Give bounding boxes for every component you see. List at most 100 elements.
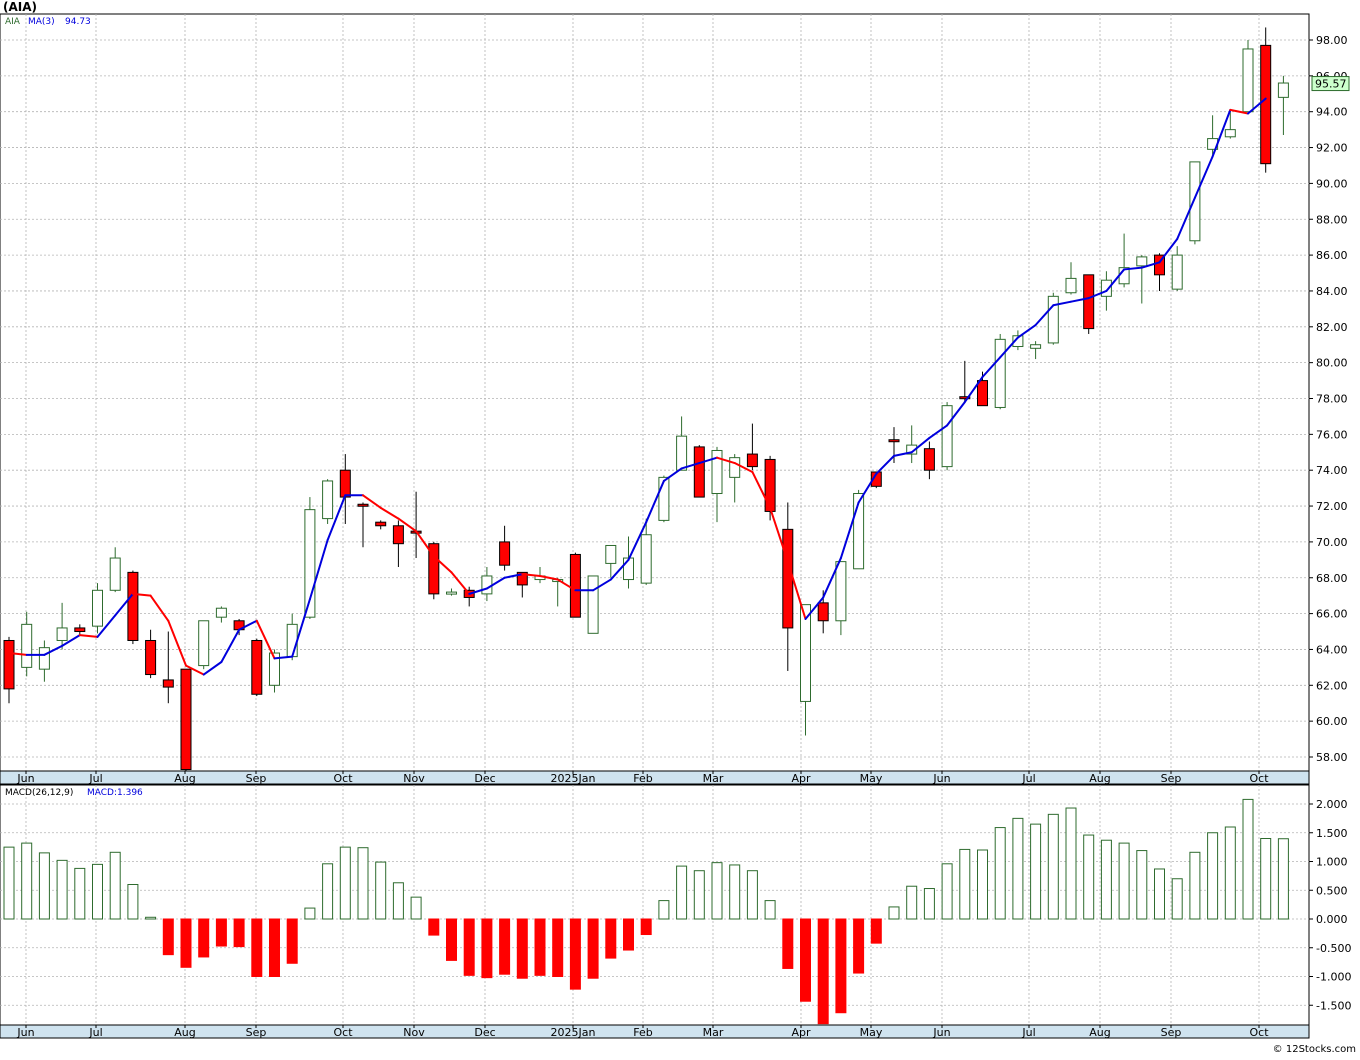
macd-legend-value: MACD:1.396 <box>87 788 143 798</box>
macd-y-tick-label: 2.000 <box>1316 798 1348 811</box>
candle-up <box>658 475 670 523</box>
macd-x-label: Apr <box>791 1026 811 1039</box>
price-x-label: Sep <box>1161 772 1182 785</box>
candle-up <box>800 604 811 736</box>
candle-down <box>3 636 15 704</box>
candle-down <box>746 423 758 471</box>
candle-body <box>1083 274 1095 330</box>
candle-body <box>658 476 670 521</box>
macd-bar-positive <box>1012 817 1024 920</box>
price-x-label: Aug <box>1089 772 1110 785</box>
macd-bar-positive <box>92 863 103 920</box>
price-y-tick-label: 60.00 <box>1316 715 1348 728</box>
ma-segment <box>910 436 931 454</box>
candle-body <box>853 493 865 570</box>
candle-up <box>56 602 68 650</box>
ma-segment <box>662 467 683 482</box>
candle-up <box>322 479 334 524</box>
price-x-label: Mar <box>703 772 724 785</box>
ma-segment <box>468 587 488 595</box>
macd-legend: MACD(26,12,9) MACD:1.396 <box>5 788 143 798</box>
price-legend: AIA MA(3) 94.73 <box>5 17 91 27</box>
candle-body <box>3 639 15 690</box>
ma-segment <box>131 592 152 597</box>
candle-body <box>782 528 794 629</box>
candle-down <box>1083 274 1095 334</box>
ma-segment <box>556 578 577 592</box>
macd-bar-negative <box>198 918 210 958</box>
candle-body <box>1012 335 1024 348</box>
ma-segment <box>893 451 913 457</box>
ma-segment <box>397 517 418 533</box>
candle-body <box>162 679 174 688</box>
candle-up <box>1224 109 1236 139</box>
ma-segment <box>255 619 276 660</box>
candle-body <box>906 444 918 455</box>
macd-bar-positive <box>410 896 422 920</box>
candle-body <box>587 575 599 634</box>
candle-body <box>835 561 847 622</box>
price-y-tick-label: 72.00 <box>1316 500 1348 513</box>
candle-up <box>38 640 50 682</box>
macd-x-label: Jun <box>16 1026 34 1039</box>
candle-down <box>428 541 440 600</box>
macd-bar-negative <box>552 918 564 977</box>
candle-body <box>941 405 953 468</box>
candle-up <box>1189 161 1201 245</box>
candle-down <box>339 454 351 524</box>
price-y-tick-label: 58.00 <box>1316 751 1348 764</box>
price-x-label: Jun <box>932 772 950 785</box>
ma-segment <box>362 494 382 509</box>
ma-segment <box>875 454 895 475</box>
ma-segment <box>1105 268 1126 292</box>
candle-body <box>446 591 457 595</box>
price-x-label: Nov <box>403 772 425 785</box>
macd-bar-positive <box>746 870 758 920</box>
ma-segment <box>1070 297 1090 303</box>
candle-up <box>92 583 103 634</box>
price-y-tick-label: 80.00 <box>1316 357 1348 370</box>
price-y-tick-label: 88.00 <box>1316 213 1348 226</box>
candle-body <box>1189 161 1201 242</box>
candle-down <box>357 502 369 548</box>
candle-body <box>304 509 316 618</box>
candle-up <box>853 489 865 570</box>
macd-x-label: Feb <box>633 1026 652 1039</box>
price-y-tick-label: 74.00 <box>1316 464 1348 477</box>
macd-y-tick-label: -1.500 <box>1316 999 1351 1012</box>
macd-x-label: Jul <box>1021 1026 1035 1039</box>
candle-body <box>339 469 351 498</box>
ma-segment <box>627 521 648 561</box>
candle-down <box>375 520 387 530</box>
macd-bar-positive <box>21 842 33 920</box>
macd-bar-negative <box>269 918 280 977</box>
macd-bar-positive <box>1118 842 1130 920</box>
ma-segment <box>273 655 294 660</box>
macd-bar-negative <box>516 918 528 979</box>
macd-bar-negative <box>870 918 882 944</box>
candle-body <box>817 602 829 622</box>
macd-bar-negative <box>640 918 652 936</box>
macd-bar-positive <box>56 859 68 920</box>
macd-y-tick-label: 1.500 <box>1316 827 1348 840</box>
price-x-label: Jul <box>1021 772 1035 785</box>
ma-segment <box>804 596 825 620</box>
candle-up <box>729 454 741 503</box>
candle-body <box>481 575 493 595</box>
candle-body <box>21 623 33 668</box>
ma-segment <box>503 573 524 579</box>
macd-bar-positive <box>729 864 741 920</box>
macd-bar-negative <box>605 918 617 959</box>
macd-bar-positive <box>711 862 723 920</box>
candle-up <box>1136 255 1148 304</box>
ma-segment <box>167 619 187 667</box>
macd-bar-positive <box>1207 832 1219 920</box>
ma-segment <box>1158 237 1179 264</box>
ma-line <box>8 97 1267 676</box>
ma-segment <box>114 592 134 617</box>
ma-segment <box>645 479 665 524</box>
candle-body <box>977 380 988 407</box>
price-y-tick-label: 82.00 <box>1316 321 1348 334</box>
macd-y-tick-label: 0.000 <box>1316 913 1348 926</box>
candle-body <box>1242 48 1254 113</box>
